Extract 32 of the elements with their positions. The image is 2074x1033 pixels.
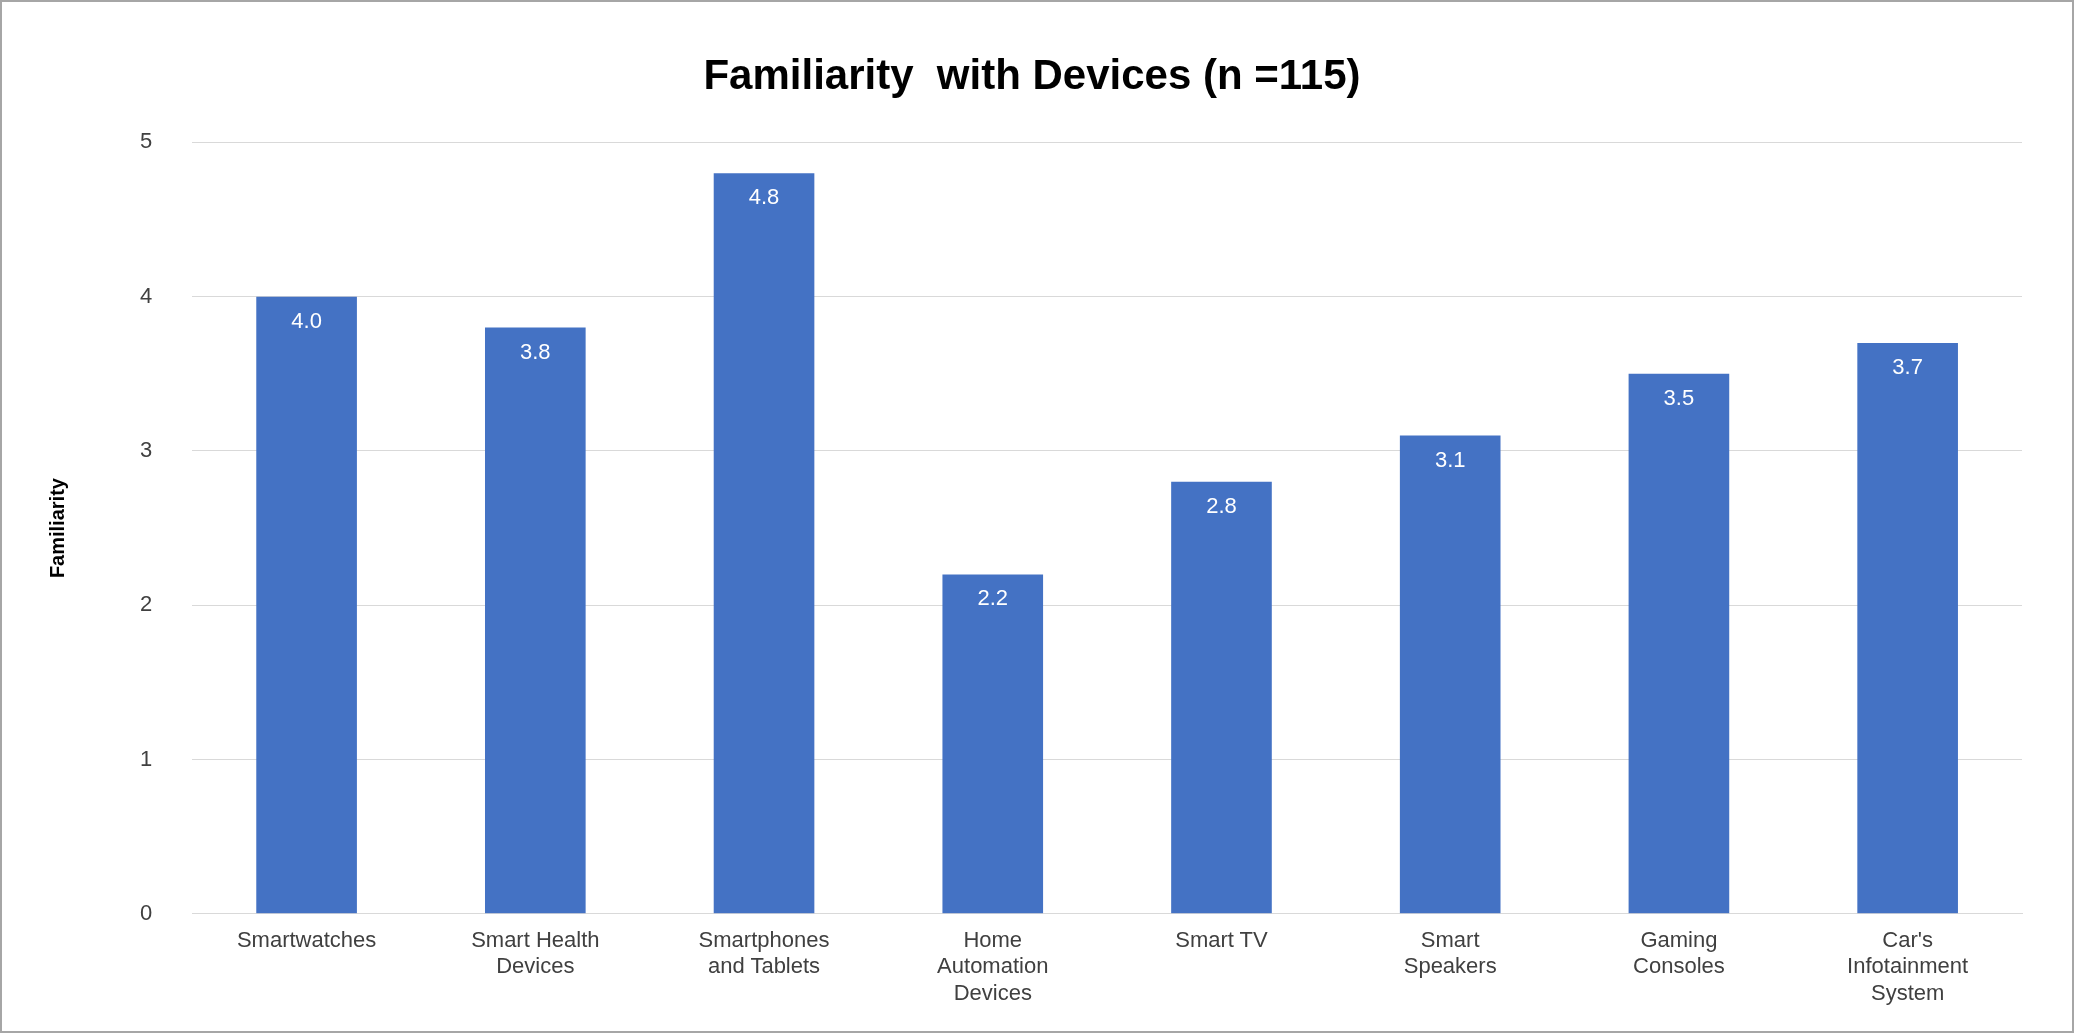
y-tick-label: 1	[139, 745, 153, 771]
y-tick-label: 5	[139, 128, 153, 154]
y-tick-label: 3	[139, 437, 153, 463]
data-label: 2.8	[1206, 492, 1237, 518]
bar	[942, 574, 1044, 914]
data-label: 3.1	[1434, 446, 1466, 472]
bar	[1399, 435, 1501, 914]
x-tick-label: Smart TV	[1175, 927, 1269, 953]
data-label: 3.8	[520, 338, 551, 364]
x-tick-label: Smartphones and Tablets	[698, 927, 830, 979]
data-label: 3.7	[1892, 354, 1923, 380]
x-tick-label: Smart Speakers	[1403, 927, 1497, 979]
x-tick-label: Gaming Consoles	[1633, 927, 1725, 979]
data-label: 3.5	[1663, 384, 1695, 410]
y-axis-title: Familiarity	[45, 477, 68, 579]
bar	[1171, 481, 1272, 914]
bar	[713, 173, 815, 914]
bar	[256, 296, 357, 914]
bar	[1857, 342, 1958, 914]
data-label: 2.2	[977, 585, 1009, 611]
bar	[1628, 373, 1730, 914]
x-tick-label: Smartwatches	[236, 927, 377, 953]
y-tick-label: 0	[139, 899, 153, 925]
x-tick-label: Smart Health Devices	[471, 927, 600, 979]
bar	[485, 327, 586, 914]
data-label: 4.0	[291, 307, 322, 333]
chart-title: Familiarity with Devices (n =115)	[703, 50, 1361, 98]
y-tick-label: 2	[139, 591, 153, 617]
y-tick-label: 4	[139, 282, 153, 308]
data-label: 4.8	[748, 184, 780, 210]
x-tick-label: Home Automation Devices	[937, 927, 1049, 1005]
x-tick-label: Car's Infotainment System	[1847, 927, 1969, 1005]
